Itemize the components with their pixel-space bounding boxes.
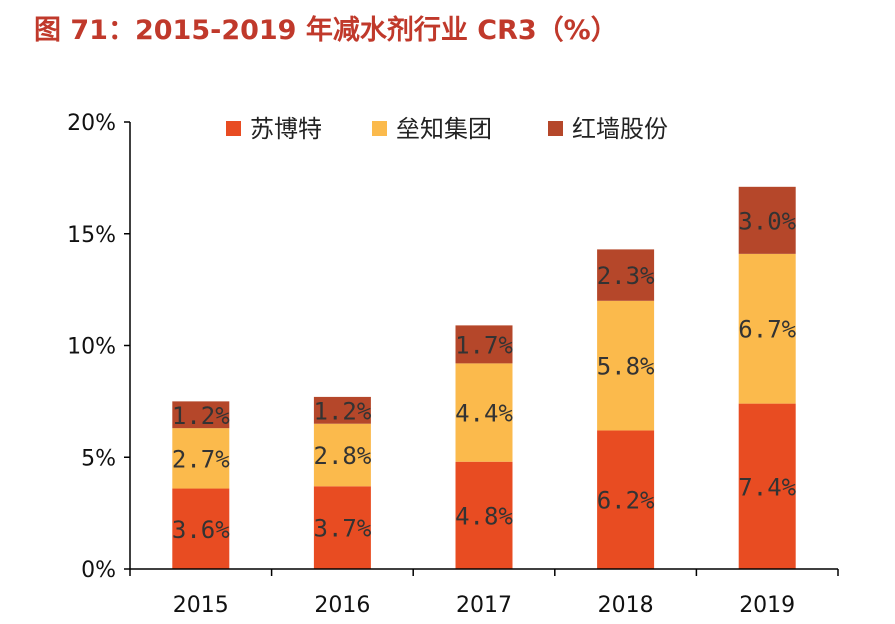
legend-label: 红墙股份 — [572, 115, 668, 143]
chart-title: 图 71：2015-2019 年减水剂行业 CR3（%） — [34, 15, 618, 46]
y-tick-label: 0% — [81, 558, 116, 583]
y-tick-label: 20% — [67, 111, 116, 136]
bar-segment — [738, 403, 796, 569]
data-label: 6.7% — [738, 316, 796, 344]
axes-group: 0% 5% 10% 15% 20% 2015 2016 2017 2018 2019 — [67, 111, 839, 618]
bar-segment — [738, 253, 796, 404]
data-label: 4.4% — [455, 400, 513, 428]
bar-segment — [313, 423, 371, 487]
bar-segment — [172, 428, 230, 489]
data-label: 3.6% — [172, 516, 230, 544]
x-tick-label: 2019 — [739, 593, 795, 618]
bar-segment — [455, 461, 513, 569]
data-label: 1.7% — [455, 331, 513, 359]
data-label: 2.8% — [314, 442, 372, 470]
bar-segment — [597, 249, 655, 301]
bar-segment — [172, 488, 230, 569]
bar-segment — [597, 300, 655, 431]
legend-swatch — [226, 121, 241, 136]
data-labels-group: 3.6% 2.7% 1.2% 3.7% 2.8% 1.2% 4.8% 4.4% 1.7% 6.2%… — [172, 207, 797, 543]
x-tick-label: 2017 — [456, 593, 512, 618]
x-tick-label: 2018 — [598, 593, 654, 618]
bar-segment — [313, 486, 371, 569]
data-label: 3.0% — [738, 207, 796, 235]
data-label: 5.8% — [597, 353, 655, 381]
legend-swatch — [372, 121, 387, 136]
y-tick-label: 10% — [67, 335, 116, 360]
data-label: 3.7% — [314, 515, 372, 543]
legend-swatch — [548, 121, 563, 136]
data-label: 1.2% — [314, 397, 372, 425]
y-tick-label: 5% — [81, 446, 116, 471]
data-label: 1.2% — [172, 402, 230, 430]
data-label: 4.8% — [455, 502, 513, 530]
bar-segment — [172, 401, 230, 429]
x-tick-label: 2015 — [173, 593, 229, 618]
legend-label: 垒知集团 — [396, 115, 492, 143]
data-label: 2.3% — [597, 262, 655, 290]
bar-segment — [313, 396, 371, 424]
bar-segment — [597, 430, 655, 569]
data-label: 6.2% — [597, 487, 655, 515]
bars-group — [172, 186, 796, 569]
bar-segment — [455, 363, 513, 462]
y-tick-label: 15% — [67, 223, 116, 248]
legend: 苏博特 垒知集团 红墙股份 — [226, 115, 668, 143]
x-tick-label: 2016 — [314, 593, 370, 618]
data-label: 7.4% — [738, 473, 796, 501]
legend-label: 苏博特 — [250, 115, 322, 143]
bar-segment — [738, 186, 796, 254]
data-label: 2.7% — [172, 445, 230, 473]
bar-segment — [455, 325, 513, 364]
